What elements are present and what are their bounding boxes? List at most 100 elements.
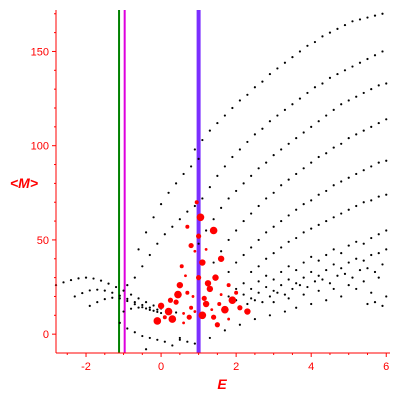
black-dot: [111, 296, 114, 299]
black-dot: [355, 287, 358, 291]
black-dot: [212, 261, 215, 264]
black-dot: [272, 278, 275, 281]
black-dot: [358, 61, 362, 64]
black-dot: [186, 340, 189, 343]
red-point: [209, 226, 218, 235]
red-point: [185, 290, 190, 295]
red-point: [185, 224, 190, 229]
black-dot: [96, 288, 99, 291]
black-dot: [291, 103, 294, 106]
black-dot: [92, 277, 95, 280]
black-dot: [276, 67, 279, 70]
black-dot: [306, 91, 309, 95]
black-dot: [313, 280, 317, 283]
red-point: [196, 213, 205, 222]
black-dot: [133, 331, 136, 334]
black-dot: [242, 293, 245, 296]
black-dot: [171, 344, 174, 347]
black-dot: [156, 338, 159, 341]
black-dot: [317, 223, 320, 226]
black-dot: [310, 302, 313, 306]
black-dot: [283, 61, 287, 64]
black-dot: [370, 125, 373, 128]
red-point: [234, 290, 239, 295]
black-dot: [321, 35, 324, 38]
black-dot: [201, 138, 204, 142]
black-dot: [81, 291, 84, 295]
red-point: [164, 307, 173, 316]
black-dot: [310, 270, 313, 274]
black-dot: [325, 299, 328, 302]
black-dot: [302, 231, 305, 234]
black-dot: [235, 229, 238, 232]
black-dot: [295, 282, 298, 285]
black-dot: [362, 242, 365, 245]
black-dot: [332, 216, 335, 219]
black-dot: [250, 212, 253, 215]
black-dot: [373, 54, 377, 57]
red-point: [237, 305, 243, 311]
black-dot: [332, 146, 335, 149]
black-dot: [381, 263, 384, 266]
black-dot: [253, 86, 256, 89]
black-dot: [347, 99, 350, 102]
black-dot: [381, 304, 384, 307]
black-dot: [268, 314, 272, 317]
black-dot: [313, 86, 317, 89]
black-dot: [328, 282, 332, 285]
black-dot: [347, 137, 350, 140]
y-tick-label: 150: [31, 46, 49, 58]
black-dot: [272, 191, 275, 194]
black-dot: [152, 304, 155, 307]
black-dot: [287, 297, 290, 300]
black-dot: [114, 285, 118, 289]
black-dot: [242, 282, 245, 285]
black-dot: [317, 120, 320, 123]
black-dot: [208, 186, 211, 189]
red-point: [194, 200, 199, 205]
black-dot: [287, 142, 290, 145]
black-dot: [268, 72, 272, 76]
black-dot: [295, 268, 298, 272]
black-dot: [212, 218, 215, 221]
black-dot: [246, 302, 249, 306]
red-point: [188, 242, 194, 249]
black-dot: [385, 229, 388, 232]
red-point: [206, 285, 214, 293]
black-dot: [370, 165, 373, 168]
black-dot: [246, 93, 249, 96]
black-dot: [193, 342, 196, 345]
black-dot: [141, 265, 144, 268]
x-ticks: -2 0 2 4 6: [66, 353, 389, 373]
black-dot: [118, 321, 121, 324]
black-dot: [385, 82, 388, 85]
black-dot: [223, 165, 226, 168]
black-dot: [287, 178, 290, 181]
black-dot: [340, 212, 343, 215]
black-dot: [148, 253, 151, 257]
black-dot: [347, 176, 350, 179]
black-dot: [325, 152, 328, 155]
black-dot: [295, 208, 298, 211]
black-dot: [144, 301, 148, 304]
black-dot: [276, 291, 279, 294]
black-dot: [272, 289, 275, 292]
black-dot: [265, 274, 268, 277]
black-dot: [171, 225, 174, 228]
red-point: [227, 317, 231, 321]
black-dot: [118, 294, 121, 297]
black-dot: [159, 203, 163, 206]
black-dot: [152, 216, 155, 219]
black-dot: [385, 295, 388, 298]
black-dot: [340, 252, 343, 255]
red-point: [204, 247, 208, 251]
black-dot: [336, 72, 339, 76]
black-dot: [246, 140, 249, 144]
black-dot: [193, 148, 196, 151]
black-dot: [362, 259, 365, 262]
red-point: [226, 283, 231, 288]
black-dot: [205, 229, 208, 232]
black-dot: [137, 297, 140, 300]
black-dot: [340, 267, 343, 270]
